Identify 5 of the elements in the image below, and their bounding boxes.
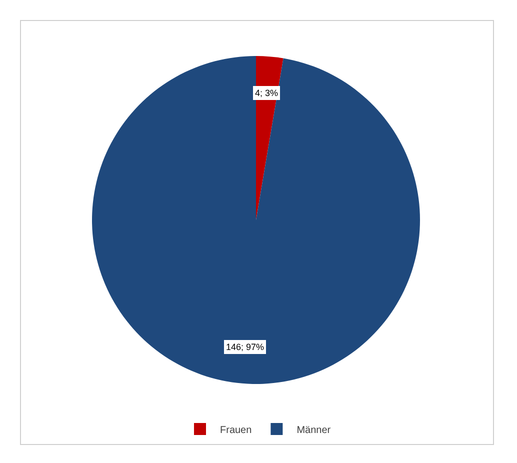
legend-label: Frauen — [220, 424, 252, 436]
data-label: 4; 3% — [255, 88, 278, 98]
data-label: 146; 97% — [226, 342, 264, 352]
pie-slice — [92, 56, 420, 384]
legend-label: Männer — [296, 424, 332, 436]
